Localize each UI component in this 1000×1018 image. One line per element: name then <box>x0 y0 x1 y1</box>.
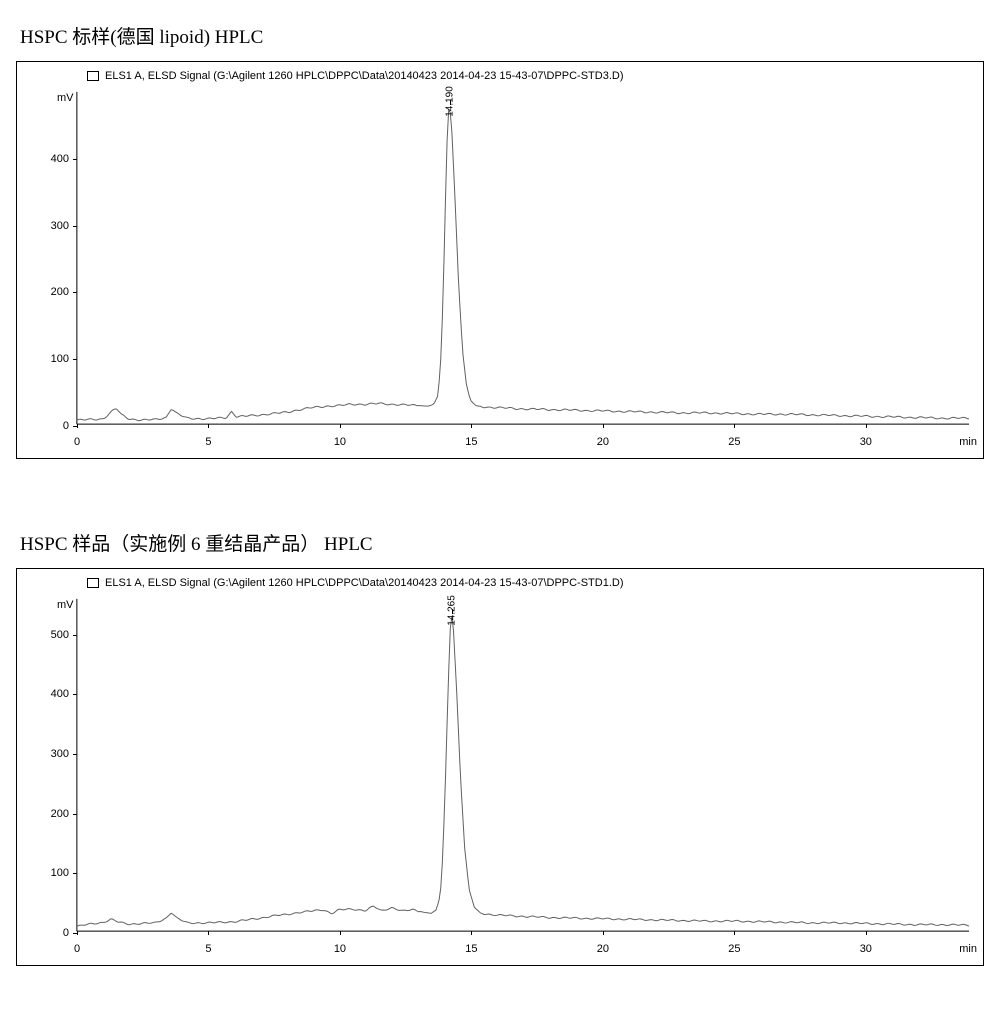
peak-apex-marker <box>452 609 453 614</box>
peak-apex-marker <box>450 100 451 105</box>
chromatogram-plot <box>17 62 983 458</box>
chromatogram-frame: ELS1 A, ELSD Signal (G:\Agilent 1260 HPL… <box>16 61 984 459</box>
chart-title: HSPC 样品（实施例 6 重结晶产品） HPLC <box>20 529 984 556</box>
chromatogram-plot <box>17 569 983 965</box>
chromatogram-frame: ELS1 A, ELSD Signal (G:\Agilent 1260 HPL… <box>16 568 984 966</box>
chart-title: HSPC 标样(德国 lipoid) HPLC <box>20 22 984 49</box>
signal-trace <box>77 616 969 926</box>
section-spacer <box>16 495 984 523</box>
signal-trace <box>77 110 969 421</box>
